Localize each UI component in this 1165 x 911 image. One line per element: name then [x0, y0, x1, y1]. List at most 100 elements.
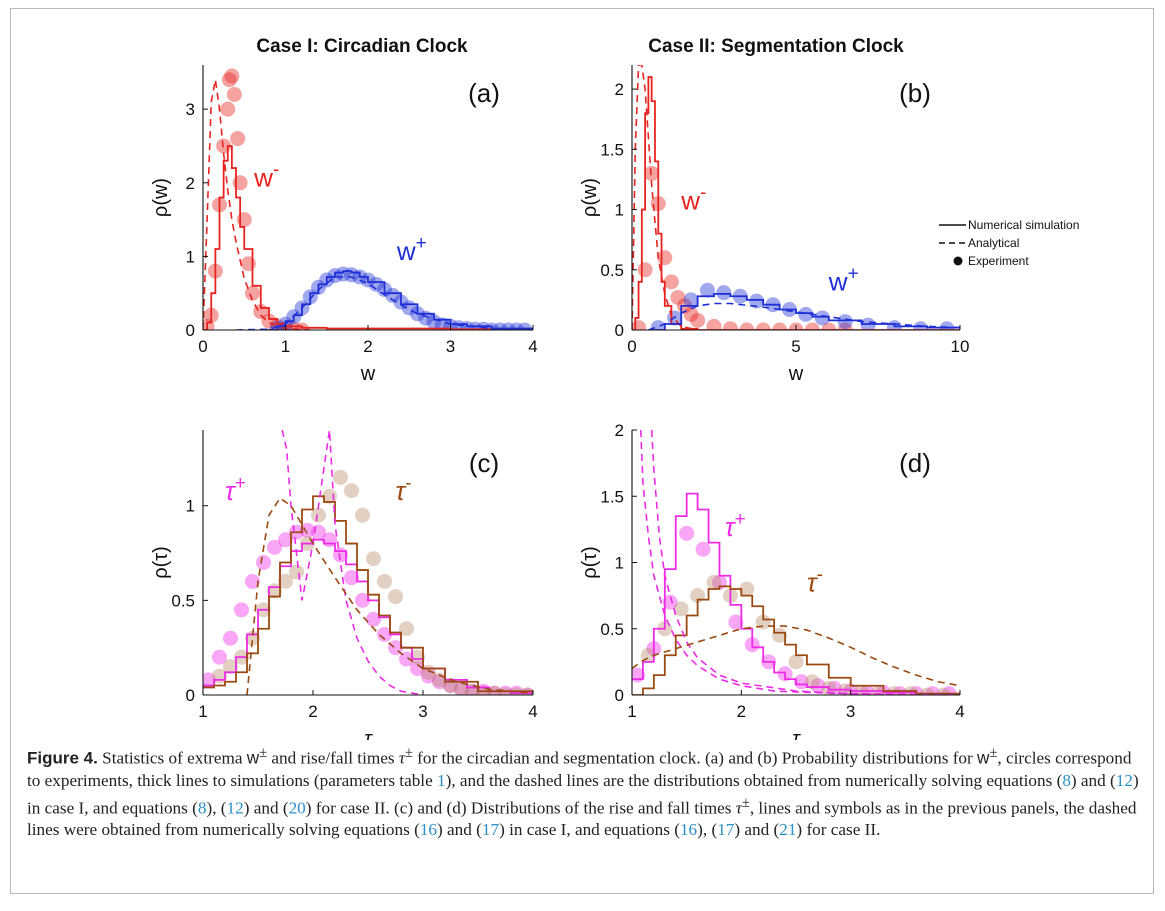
equation-link[interactable]: 12 — [226, 798, 244, 818]
series-line-dashed — [632, 625, 960, 687]
data-point — [706, 574, 722, 590]
data-point — [454, 681, 469, 695]
y-tick-label: 0 — [615, 686, 624, 705]
equation-link[interactable]: 12 — [1115, 770, 1133, 790]
data-point — [706, 318, 722, 330]
panel-a: 0 1 2 3 4 0 1 2 3 w ρ(w) (a) w-w+ — [150, 65, 538, 385]
legend-analytical-label: Analytical — [968, 236, 1019, 250]
equation-link[interactable]: 17 — [481, 820, 500, 840]
series-line-solid — [632, 585, 960, 695]
data-point — [344, 570, 359, 586]
y-axis-label: ρ(τ) — [579, 546, 601, 579]
data-point — [256, 555, 271, 570]
data-point — [221, 72, 237, 88]
data-point — [385, 287, 401, 303]
data-point — [632, 320, 647, 330]
data-point — [388, 589, 403, 605]
equation-link[interactable]: 16 — [419, 820, 438, 840]
data-point — [663, 274, 679, 290]
data-point — [739, 581, 755, 597]
equation-link[interactable]: 8 — [1062, 770, 1071, 790]
data-point — [311, 507, 326, 523]
series-line-solid — [203, 495, 533, 695]
data-point — [212, 649, 227, 665]
legend-experiment-label: Experiment — [968, 254, 1029, 268]
data-point — [679, 525, 695, 541]
figure-panels: Case I: Circadian Clock Case II: Segment… — [150, 36, 1079, 740]
data-point — [859, 684, 875, 695]
series-annotation: w+ — [396, 233, 427, 266]
data-point — [637, 262, 653, 278]
data-point — [426, 314, 442, 330]
data-point — [289, 564, 304, 580]
y-tick-label: 0 — [186, 321, 195, 340]
data-point — [913, 321, 929, 330]
x-tick-label: 2 — [308, 702, 317, 721]
data-point — [410, 649, 425, 665]
plot-area — [632, 430, 960, 695]
equation-link[interactable]: 20 — [288, 798, 306, 818]
x-tick-label: 2 — [363, 337, 372, 356]
data-point — [410, 661, 425, 676]
y-tick-label: 0.5 — [600, 620, 624, 639]
y-tick-label: 3 — [186, 100, 195, 119]
y-tick-label: 1 — [186, 497, 195, 516]
data-point — [886, 320, 902, 330]
data-point — [821, 322, 837, 330]
figure-caption: Figure 4. Statistics of extrema w± and r… — [27, 745, 1139, 840]
data-point — [300, 522, 315, 538]
data-point — [837, 314, 853, 330]
x-tick-label: 1 — [627, 702, 636, 721]
y-tick-label: 1 — [186, 247, 195, 266]
data-point — [432, 674, 447, 690]
figure-frame — [10, 8, 1154, 894]
equation-link[interactable]: 21 — [779, 820, 797, 840]
x-axis-label: w — [360, 363, 376, 385]
x-tick-label: 4 — [528, 702, 537, 721]
legend: Numerical simulation Analytical Experime… — [939, 218, 1079, 268]
data-point — [690, 312, 706, 328]
panel-c: 1 2 3 4 0 0.5 1 τ ρ(τ) (c) τ+ τ- — [150, 430, 538, 740]
x-axis-label: w — [788, 363, 804, 385]
data-point — [826, 680, 842, 695]
data-point — [236, 212, 252, 228]
panel-d: 1 2 3 4 0 0.5 1 1.5 2 τ ρ(τ) (d) τ+ τ- — [579, 421, 965, 740]
data-point — [366, 551, 381, 567]
equation-link[interactable]: 17 — [717, 820, 735, 840]
series-annotation: w- — [253, 159, 279, 192]
data-point — [261, 313, 277, 329]
data-point — [278, 532, 293, 548]
data-point — [804, 674, 820, 690]
y-tick-label: 2 — [615, 80, 624, 99]
data-point — [683, 306, 699, 322]
y-tick-label: 0 — [615, 321, 624, 340]
data-point — [203, 672, 216, 688]
data-point — [695, 541, 711, 557]
panel-tag: (d) — [899, 448, 931, 478]
series-line-dashed — [235, 276, 533, 330]
data-point — [772, 322, 788, 330]
data-point — [220, 101, 236, 117]
data-point — [728, 614, 744, 630]
y-axis-label: ρ(w) — [150, 178, 172, 217]
data-point — [793, 674, 809, 690]
panel-a-title: Case I: Circadian Clock — [256, 36, 468, 57]
table-link[interactable]: 1 — [437, 770, 446, 790]
y-tick-label: 1.5 — [600, 487, 624, 506]
x-tick-label: 0 — [627, 337, 636, 356]
data-point — [267, 539, 282, 555]
x-tick-label: 4 — [528, 337, 537, 356]
equation-link[interactable]: 16 — [679, 820, 698, 840]
data-point — [755, 322, 771, 330]
equation-link[interactable]: 8 — [197, 798, 207, 818]
data-point — [804, 322, 820, 330]
data-point — [644, 165, 660, 181]
data-point — [716, 285, 732, 301]
series-annotation: τ+ — [725, 509, 746, 542]
data-point — [810, 678, 826, 694]
data-point — [739, 322, 755, 330]
series-line-dashed — [650, 430, 960, 695]
data-point — [454, 681, 469, 695]
data-point — [814, 310, 830, 326]
x-axis-label: τ — [364, 728, 373, 740]
